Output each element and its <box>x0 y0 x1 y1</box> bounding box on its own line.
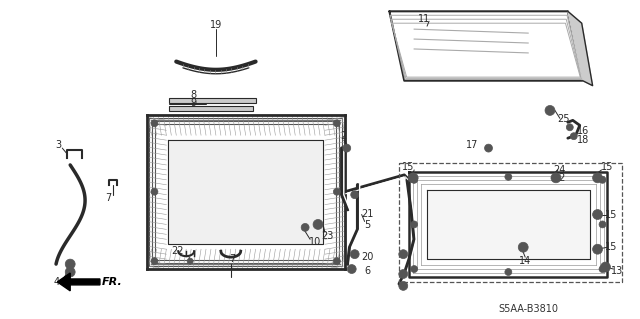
Circle shape <box>351 191 358 199</box>
Circle shape <box>343 144 351 152</box>
Circle shape <box>545 106 555 115</box>
Circle shape <box>313 219 323 229</box>
Circle shape <box>599 221 606 228</box>
Circle shape <box>518 242 528 252</box>
Circle shape <box>333 188 340 195</box>
Text: 7: 7 <box>105 193 111 203</box>
Circle shape <box>151 188 158 195</box>
Text: 3: 3 <box>55 140 61 150</box>
Text: 13: 13 <box>611 266 623 276</box>
Text: S5AA-B3810: S5AA-B3810 <box>498 304 558 314</box>
Text: 11: 11 <box>418 14 430 24</box>
Circle shape <box>151 258 158 264</box>
Circle shape <box>570 133 577 140</box>
Text: 5: 5 <box>364 220 371 230</box>
Text: 14: 14 <box>519 256 531 266</box>
Circle shape <box>65 259 75 269</box>
Text: 23: 23 <box>322 231 334 241</box>
Text: 9: 9 <box>190 99 196 108</box>
Text: 8: 8 <box>190 90 196 100</box>
Bar <box>170 107 253 111</box>
Circle shape <box>399 250 408 259</box>
Polygon shape <box>168 140 323 244</box>
Text: FR.: FR. <box>102 277 123 287</box>
Text: 21: 21 <box>362 209 374 219</box>
Circle shape <box>399 270 408 278</box>
Circle shape <box>505 174 512 180</box>
Circle shape <box>411 266 418 272</box>
Circle shape <box>593 244 602 254</box>
Text: 19: 19 <box>210 20 222 30</box>
Text: 24: 24 <box>554 165 566 175</box>
Text: 17: 17 <box>466 140 479 150</box>
Circle shape <box>599 266 606 272</box>
Text: 15: 15 <box>602 162 614 172</box>
Text: 22: 22 <box>172 246 184 256</box>
Bar <box>170 98 255 103</box>
Circle shape <box>484 144 493 152</box>
Circle shape <box>408 173 418 183</box>
Circle shape <box>411 221 418 228</box>
Circle shape <box>600 262 611 272</box>
Text: 16: 16 <box>577 126 589 136</box>
Text: 7: 7 <box>230 254 236 264</box>
Text: 12: 12 <box>554 173 566 183</box>
Circle shape <box>566 124 573 131</box>
Circle shape <box>333 258 340 264</box>
Text: 10: 10 <box>309 237 321 247</box>
Polygon shape <box>427 190 589 259</box>
Circle shape <box>348 264 356 273</box>
Circle shape <box>411 176 418 183</box>
Text: 18: 18 <box>577 135 589 145</box>
Polygon shape <box>568 11 593 85</box>
Text: 6: 6 <box>365 266 371 276</box>
Circle shape <box>151 120 158 127</box>
Text: 20: 20 <box>362 252 374 262</box>
Circle shape <box>350 250 359 259</box>
Circle shape <box>551 173 561 183</box>
Text: 2: 2 <box>340 131 347 141</box>
Text: 4: 4 <box>53 277 60 287</box>
Circle shape <box>593 210 602 219</box>
Text: 15: 15 <box>605 210 618 219</box>
Text: 15: 15 <box>605 242 618 252</box>
Circle shape <box>333 120 340 127</box>
Circle shape <box>599 176 606 183</box>
Polygon shape <box>58 273 100 291</box>
Text: 25: 25 <box>557 114 570 124</box>
Circle shape <box>505 269 512 276</box>
Circle shape <box>301 223 309 231</box>
Circle shape <box>399 281 408 290</box>
Text: 15: 15 <box>402 162 415 172</box>
Circle shape <box>187 258 193 264</box>
Circle shape <box>65 267 75 277</box>
Circle shape <box>593 173 602 183</box>
